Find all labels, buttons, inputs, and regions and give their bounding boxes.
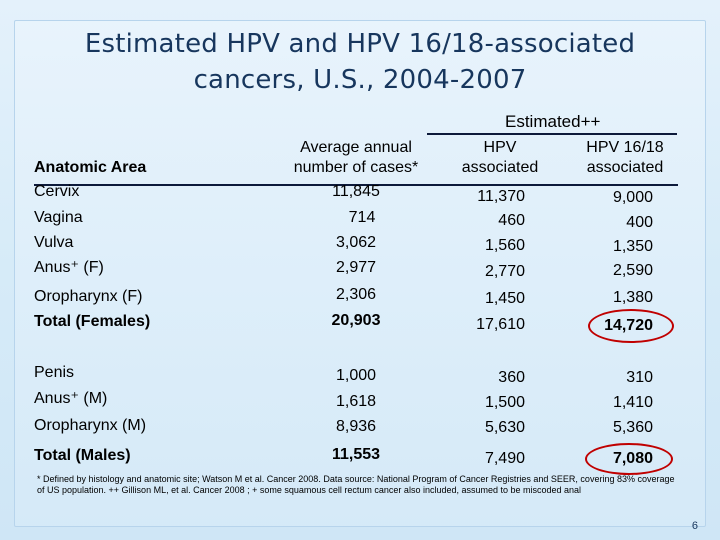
row-hpv-vulva: 1,560 [484, 237, 525, 254]
col-header-avg-line2: number of cases* [293, 159, 419, 176]
row-area-anus-f: Anus⁺ (F) [34, 259, 104, 276]
footnote: * Defined by histology and anatomic site… [37, 474, 675, 495]
row-hpv1618-penis: 310 [626, 369, 653, 386]
row-avg-total-males: 11,553 [331, 446, 381, 463]
row-area-oropharynx-m: Oropharynx (M) [34, 417, 147, 434]
title-line-2: cancers, U.S., 2004-2007 [193, 65, 527, 95]
row-avg-cervix: 11,845 [332, 183, 380, 200]
row-hpv1618-cervix: 9,000 [612, 189, 653, 206]
row-avg-anus-m: 1,618 [335, 393, 377, 410]
estimated-header: Estimated++ [505, 112, 601, 131]
row-hpv-anus-m: 1,500 [484, 394, 525, 411]
highlight-circle-females [588, 309, 674, 343]
slide-title: Estimated HPV and HPV 16/18-associated c… [0, 26, 720, 98]
row-hpv-total-females: 17,610 [476, 316, 525, 333]
col-header-hpv1618: HPV 16/18 associated [570, 138, 680, 178]
row-hpv-penis: 360 [498, 369, 525, 386]
row-hpv1618-oropharynx-m: 5,360 [612, 419, 653, 436]
row-avg-vulva: 3,062 [335, 234, 377, 251]
row-hpv1618-anus-f: 2,590 [612, 262, 653, 279]
col-header-hpv: HPV associated [445, 138, 555, 178]
row-area-penis: Penis [34, 364, 75, 381]
row-avg-penis: 1,000 [335, 367, 377, 384]
row-hpv-oropharynx-m: 5,630 [484, 419, 525, 436]
col-header-avg: Average annual number of cases* [268, 138, 444, 178]
row-hpv1618-oropharynx-f: 1,380 [612, 289, 653, 306]
row-area-vagina: Vagina [34, 209, 83, 226]
col-header-area: Anatomic Area [34, 159, 147, 176]
row-hpv-oropharynx-f: 1,450 [484, 290, 525, 307]
highlight-circle-males [585, 443, 673, 475]
row-hpv-total-males: 7,490 [484, 450, 525, 467]
row-area-total-females: Total (Females) [34, 313, 151, 330]
row-area-total-males: Total (Males) [34, 447, 131, 464]
row-area-oropharynx-f: Oropharynx (F) [34, 288, 143, 305]
row-avg-total-females: 20,903 [331, 312, 381, 329]
row-avg-oropharynx-m: 8,936 [335, 418, 377, 435]
row-area-vulva: Vulva [34, 234, 74, 251]
col-header-hpv1618-line2: associated [586, 159, 664, 176]
slide-frame [14, 20, 706, 527]
col-header-avg-line1: Average annual [300, 139, 412, 156]
row-avg-anus-f: 2,977 [335, 259, 377, 276]
header-underline [34, 184, 678, 186]
row-avg-oropharynx-f: 2,306 [335, 286, 377, 303]
row-hpv-vagina: 460 [498, 212, 525, 229]
col-header-hpv-line1: HPV [483, 139, 517, 156]
row-area-cervix: Cervix [34, 183, 80, 200]
col-header-hpv1618-line1: HPV 16/18 [586, 139, 664, 156]
row-hpv-anus-f: 2,770 [484, 263, 525, 280]
row-hpv1618-vulva: 1,350 [612, 238, 653, 255]
row-hpv1618-vagina: 400 [626, 214, 653, 231]
row-hpv-cervix: 11,370 [477, 188, 525, 205]
row-area-anus-m: Anus⁺ (M) [34, 390, 108, 407]
title-line-1: Estimated HPV and HPV 16/18-associated [84, 29, 636, 59]
estimated-underline [427, 133, 677, 135]
page-number: 6 [691, 520, 698, 532]
row-avg-vagina: 714 [348, 209, 376, 226]
row-hpv1618-anus-m: 1,410 [612, 394, 653, 411]
col-header-hpv-line2: associated [461, 159, 539, 176]
